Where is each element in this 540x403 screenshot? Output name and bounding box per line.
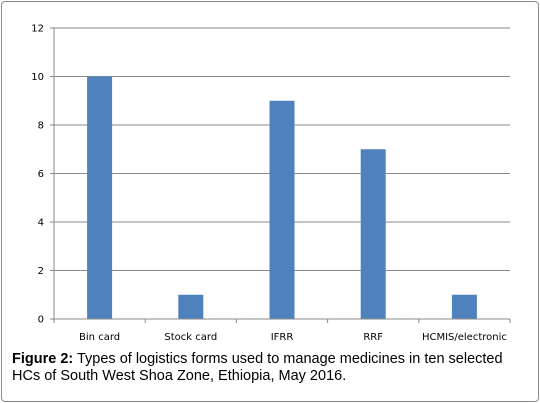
figure-caption: Figure 2: Types of logistics forms used …	[12, 351, 532, 385]
bars	[87, 76, 477, 319]
caption-text: Types of logistics forms used to manage …	[12, 351, 503, 384]
y-tick-label: 4	[38, 218, 44, 229]
bar	[87, 76, 113, 319]
x-axis: Bin card Stock card IFRR RRF HCMIS/electroni…	[53, 318, 511, 343]
bar	[269, 100, 295, 319]
bar	[451, 294, 477, 319]
y-tick-label: 6	[38, 169, 44, 180]
y-tick-label: 12	[31, 24, 44, 35]
x-tick-label: HCMIS/electronic	[422, 332, 507, 343]
x-tick-label: RRF	[363, 332, 383, 343]
y-tick-label: 2	[38, 266, 44, 277]
y-tick-label: 0	[38, 315, 44, 326]
x-tick-label: Bin card	[79, 332, 120, 343]
y-tick-label: 8	[38, 121, 44, 132]
bar	[178, 294, 204, 319]
caption-label: Figure 2:	[12, 351, 74, 367]
y-tick-label: 10	[31, 72, 44, 83]
bar	[360, 149, 386, 319]
bar-chart: 0 2 4 6 8 10 12 Bin card Stock card IFRR RRF HCMIS…	[31, 24, 511, 343]
x-tick-label: IFRR	[271, 332, 294, 343]
gridlines	[54, 27, 510, 271]
y-axis: 0 2 4 6 8 10 12	[31, 24, 55, 326]
x-tick-label: Stock card	[164, 332, 217, 343]
